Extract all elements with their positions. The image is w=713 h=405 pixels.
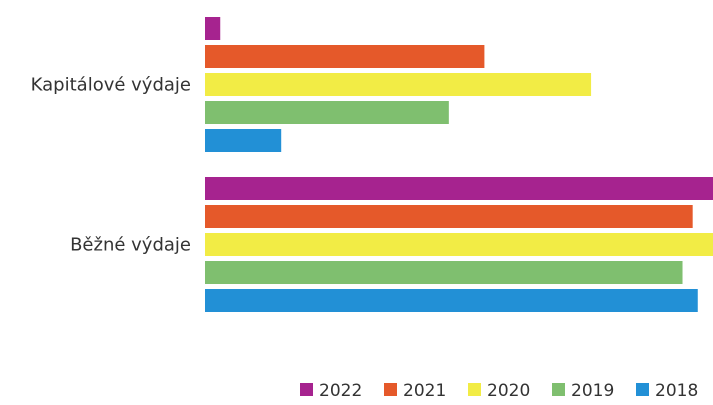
bar-2022-kapitalove [205, 17, 221, 40]
bars-group [205, 17, 713, 312]
bar-2021-bezne [205, 205, 693, 228]
bar-2021-kapitalove [205, 45, 485, 68]
bar-2019-kapitalove [205, 101, 449, 124]
legend: 2022 2021 2020 2019 2018 [300, 381, 698, 401]
category-label: Kapitálové výdaje [31, 75, 191, 96]
bar-2020-bezne [205, 233, 713, 256]
bar-2022-bezne [205, 177, 713, 200]
legend-label-2019: 2019 [571, 381, 614, 401]
legend-swatch-2020 [468, 383, 481, 396]
legend-swatch-2022 [300, 383, 313, 396]
category-label: Běžné výdaje [70, 235, 191, 256]
legend-swatch-2019 [552, 383, 565, 396]
bar-2018-bezne [205, 289, 698, 312]
legend-swatch-2021 [384, 383, 397, 396]
bar-2020-kapitalove [205, 73, 592, 96]
legend-label-2020: 2020 [487, 381, 530, 401]
category-labels: Kapitálové výdaje Běžné výdaje [31, 75, 191, 256]
legend-label-2022: 2022 [319, 381, 362, 401]
bar-2018-kapitalove [205, 129, 282, 152]
legend-label-2021: 2021 [403, 381, 446, 401]
bar-2019-bezne [205, 261, 683, 284]
legend-label-2018: 2018 [655, 381, 698, 401]
legend-swatch-2018 [636, 383, 649, 396]
